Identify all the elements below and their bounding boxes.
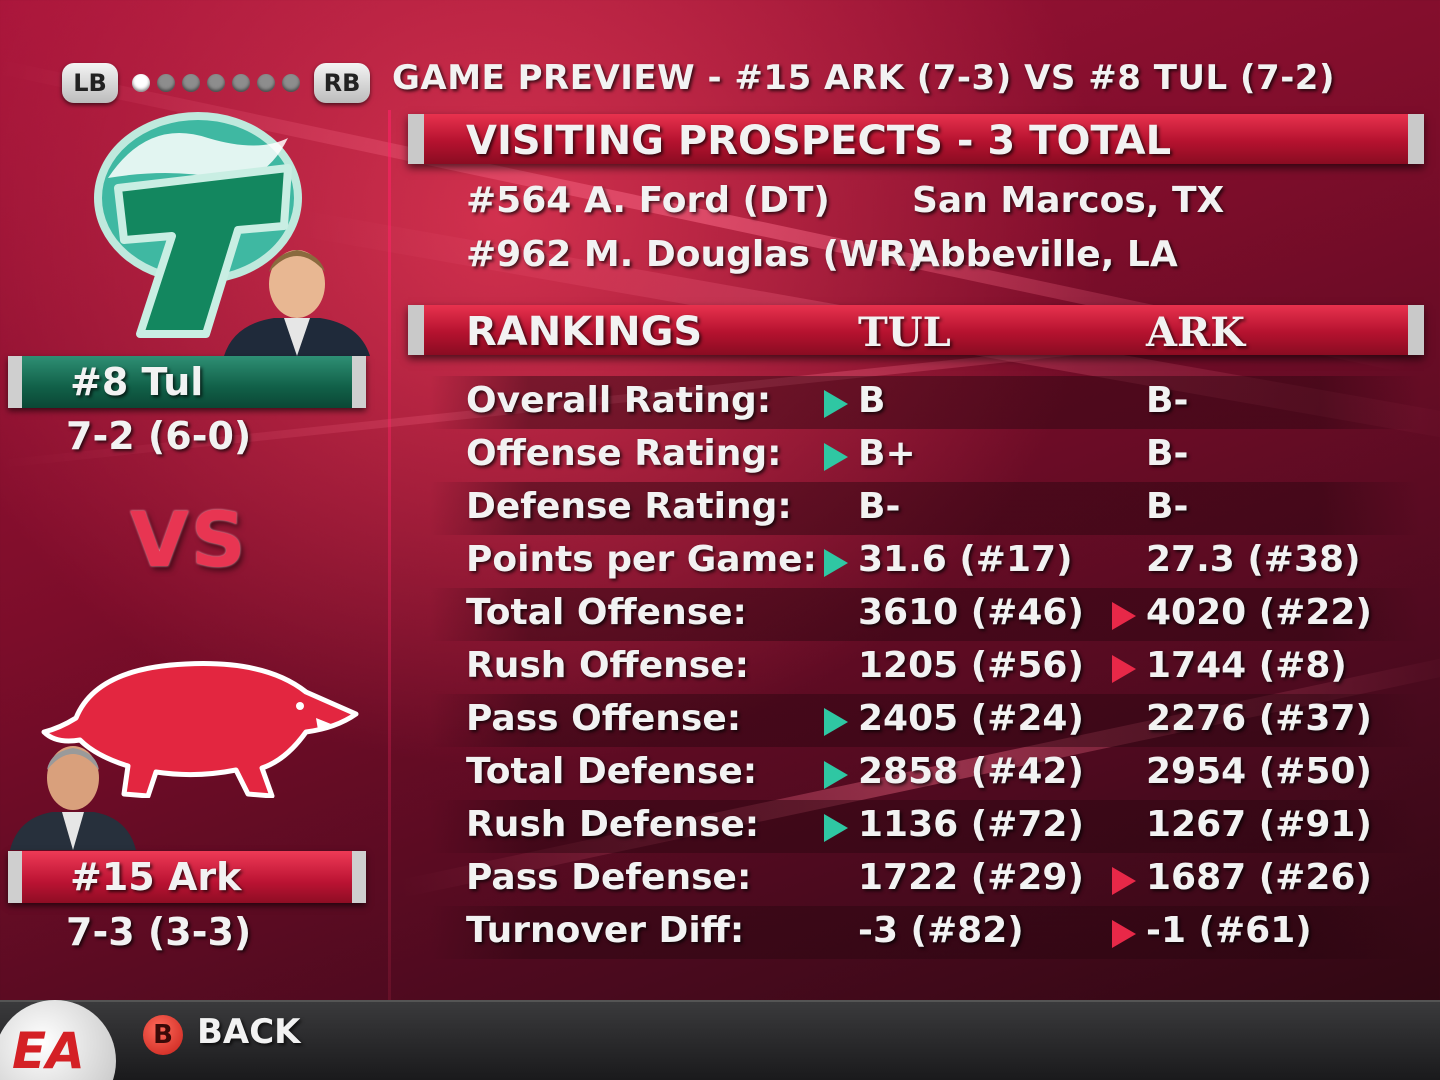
ark-value: B- [1146,380,1189,421]
ark-value: B- [1146,433,1189,474]
away-team-name: #15 Ark [70,855,242,899]
ranking-row: Pass Defense: 1722 (#29) 1687 (#26) [430,853,1420,906]
away-team-plate: #15 Ark [8,851,366,903]
tul-value: 1136 (#72) [858,804,1084,845]
razorback-logo-icon [41,661,359,798]
prospect-row[interactable]: #564 A. Ford (DT) San Marcos, TX [466,180,1224,221]
advantage-arrow-icon [824,761,848,789]
page-dot [282,74,300,92]
ark-value: 1267 (#91) [1146,804,1372,845]
advantage-arrow-icon [824,708,848,736]
page-indicator [132,74,300,92]
panel-divider [388,110,391,1010]
page-navigator: LB RB [62,60,370,106]
page-dot [132,74,150,92]
ranking-row: Offense Rating: B+ B- [430,429,1420,482]
lb-button-icon[interactable]: LB [62,63,118,103]
ark-value: 27.3 (#38) [1146,539,1361,580]
tul-value: B [858,380,886,421]
away-team-record: 7-3 (3-3) [66,910,252,954]
ranking-label: Offense Rating: [466,433,782,474]
rb-button-icon[interactable]: RB [314,63,370,103]
advantage-arrow-icon [824,549,848,577]
ranking-row: Rush Defense: 1136 (#72) 1267 (#91) [430,800,1420,853]
ranking-row: Total Offense: 3610 (#46) 4020 (#22) [430,588,1420,641]
ark-value: -1 (#61) [1146,910,1312,951]
footer-bar [0,1000,1440,1080]
ranking-label: Overall Rating: [466,380,772,421]
prospect-row[interactable]: #962 M. Douglas (WR) Abbeville, LA [466,234,1178,275]
home-team-record: 7-2 (6-0) [66,414,252,458]
ranking-label: Total Offense: [466,592,747,633]
ranking-label: Rush Offense: [466,645,749,686]
prospect-name: #962 M. Douglas (WR) [466,234,923,275]
advantage-arrow-icon [824,443,848,471]
ea-sports-logo-icon: EA [0,1000,116,1080]
prospects-heading: VISITING PROSPECTS - 3 TOTAL [466,118,1172,164]
home-team-name: #8 Tul [70,360,204,404]
ark-value: 2954 (#50) [1146,751,1372,792]
tul-value: 31.6 (#17) [858,539,1073,580]
ranking-label: Defense Rating: [466,486,792,527]
ranking-row: Turnover Diff: -3 (#82) -1 (#61) [430,906,1420,959]
versus-label: VS [130,495,248,584]
page-dot [207,74,225,92]
tul-value: -3 (#82) [858,910,1024,951]
prospects-header: VISITING PROSPECTS - 3 TOTAL [408,114,1424,164]
advantage-arrow-icon [1112,602,1136,630]
tul-value: 2858 (#42) [858,751,1084,792]
ranking-row: Defense Rating: B- B- [430,482,1420,535]
ranking-label: Pass Defense: [466,857,752,898]
page-dot [157,74,175,92]
tul-value: 2405 (#24) [858,698,1084,739]
coach-portrait [224,250,370,356]
tul-value: 3610 (#46) [858,592,1084,633]
home-team-plate: #8 Tul [8,356,366,408]
page-dot [232,74,250,92]
ark-value: 2276 (#37) [1146,698,1372,739]
page-title: GAME PREVIEW - #15 ARK (7-3) VS #8 TUL (… [392,58,1336,98]
ranking-label: Points per Game: [466,539,817,580]
ranking-label: Rush Defense: [466,804,760,845]
ark-value: 1744 (#8) [1146,645,1347,686]
tul-value: 1722 (#29) [858,857,1084,898]
column-header-tul: TUL [858,309,951,356]
prospect-name: #564 A. Ford (DT) [466,180,830,221]
b-button-icon[interactable]: B [143,1015,183,1055]
rankings-header: RANKINGS TUL ARK [408,305,1424,356]
ranking-label: Pass Offense: [466,698,742,739]
tul-value: B+ [858,433,916,474]
ark-value: 1687 (#26) [1146,857,1372,898]
ark-value: 4020 (#22) [1146,592,1372,633]
prospect-location: San Marcos, TX [912,180,1225,221]
prospect-location: Abbeville, LA [912,234,1178,275]
advantage-arrow-icon [824,814,848,842]
page-dot [182,74,200,92]
advantage-arrow-icon [824,390,848,418]
ranking-label: Total Defense: [466,751,758,792]
ranking-row: Rush Offense: 1205 (#56) 1744 (#8) [430,641,1420,694]
back-button[interactable]: BACK [197,1012,301,1052]
ranking-label: Turnover Diff: [466,910,745,951]
column-header-ark: ARK [1146,309,1246,356]
ranking-row: Overall Rating: B B- [430,376,1420,429]
advantage-arrow-icon [1112,655,1136,683]
ranking-row: Total Defense: 2858 (#42) 2954 (#50) [430,747,1420,800]
tul-value: 1205 (#56) [858,645,1084,686]
page-dot [257,74,275,92]
ranking-row: Points per Game: 31.6 (#17) 27.3 (#38) [430,535,1420,588]
advantage-arrow-icon [1112,867,1136,895]
ranking-row: Pass Offense: 2405 (#24) 2276 (#37) [430,694,1420,747]
rankings-heading: RANKINGS [466,309,703,355]
brand-text: EA [12,1022,85,1080]
advantage-arrow-icon [1112,920,1136,948]
tul-value: B- [858,486,901,527]
coach-portrait [10,746,136,850]
tulane-logo-icon [94,112,302,338]
ark-value: B- [1146,486,1189,527]
